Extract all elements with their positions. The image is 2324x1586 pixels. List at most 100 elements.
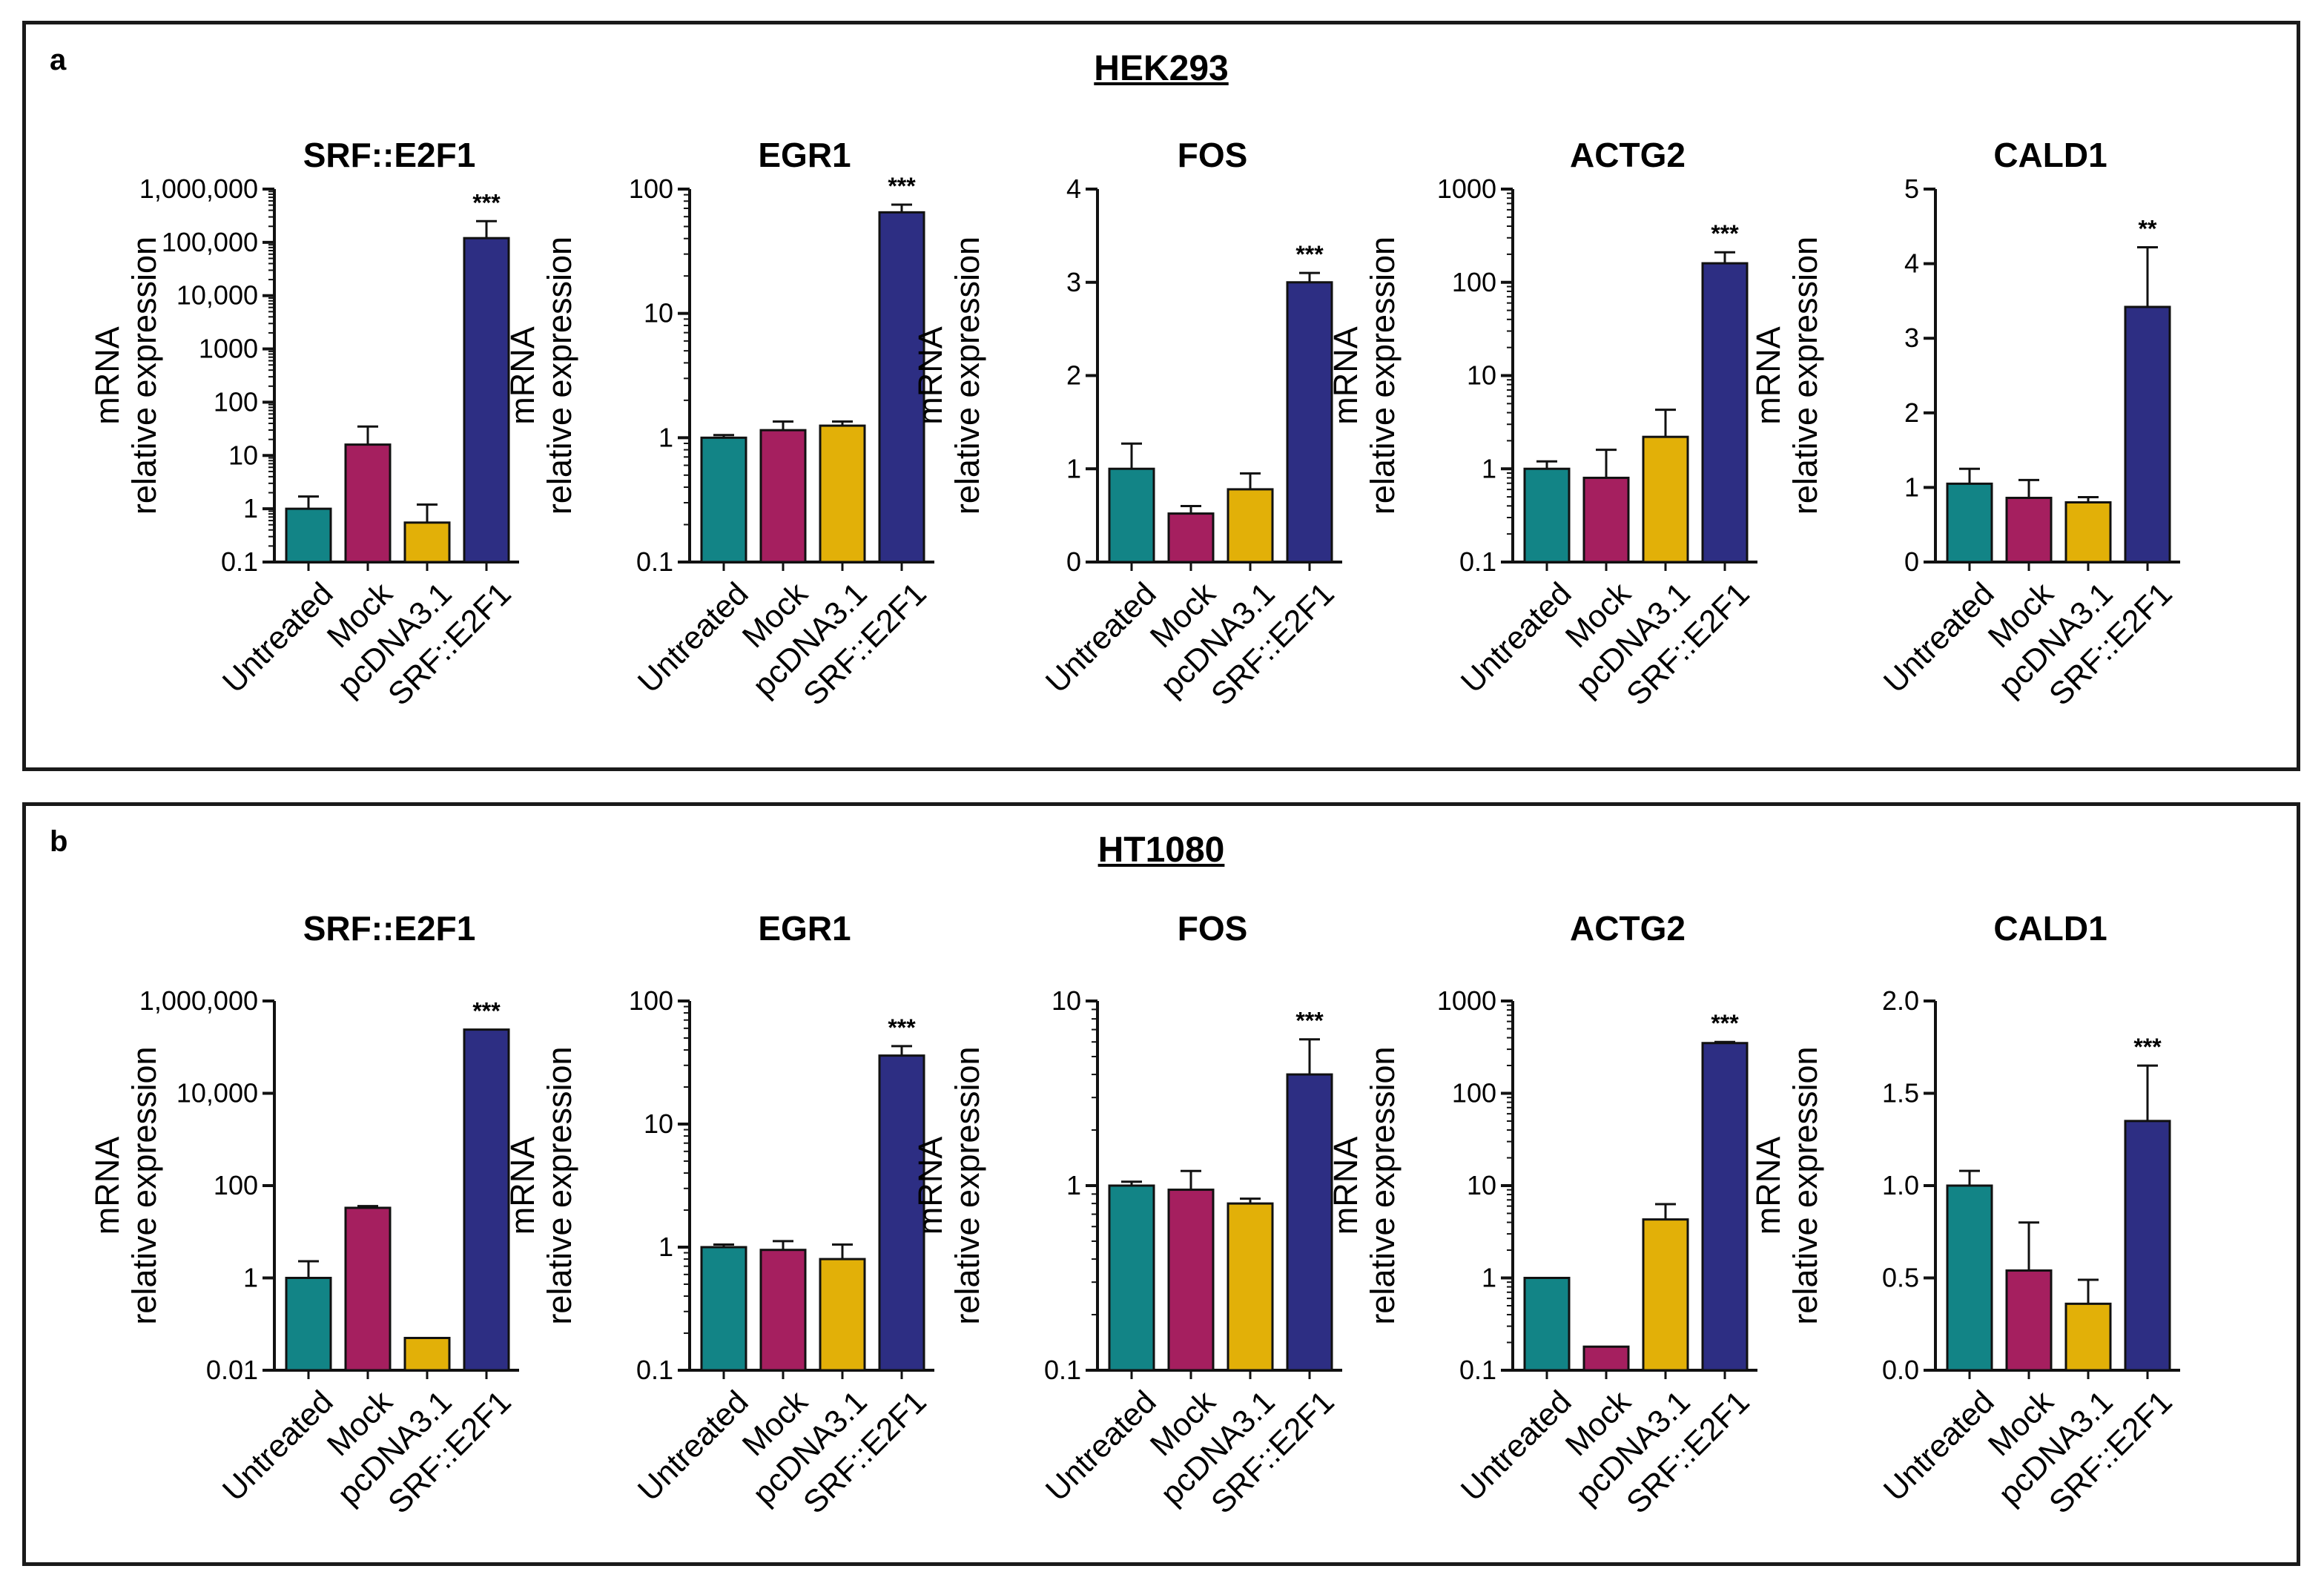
chart-b-egr1-significance-srf-e2f1: *** [888,1014,916,1041]
chart-a-srf-e2f1-title: SRF::E2F1 [303,136,476,174]
chart-a-srf-e2f1-y-axis-title: mRNArelative expression [88,237,163,515]
chart-a-egr1-significance-srf-e2f1: *** [888,173,916,199]
panel-letter-a: a [50,44,67,76]
chart-b-srf-e2f1-y-tick-label: 0.01 [206,1355,258,1385]
chart-b-egr1-y-axis-title-line2: relative expression [541,1046,578,1324]
chart-a-srf-e2f1-y-tick-label: 0.1 [221,546,258,577]
chart-b-fos-y-axis-title-line1: mRNA [911,1137,949,1235]
chart-a-cald1-bar-mock [2005,496,2053,564]
chart-a-fos-bar-pcdna3-1 [1227,488,1274,564]
chart-a-actg2-y-tick-label: 1 [1482,453,1496,483]
chart-a-actg2-x-label-untreated: Untreated [1454,576,1578,700]
chart-a-cald1-x-label-untreated: Untreated [1877,576,2001,700]
chart-b-actg2-y-axis-title-line2: relative expression [1364,1046,1402,1324]
chart-a-fos-bar-srf-e2f1 [1286,281,1333,564]
chart-a-actg2-y-axis-title-line1: mRNA [1327,326,1364,425]
chart-a-actg2-y-axis-title: mRNArelative expression [1327,237,1402,515]
chart-a-fos-title: FOS [1178,136,1248,174]
chart-b-srf-e2f1-bar-srf-e2f1 [463,1028,510,1372]
chart-b-srf-e2f1-significance-srf-e2f1: *** [472,998,501,1025]
chart-b-actg2-bar-srf-e2f1 [1701,1042,1749,1372]
chart-a-egr1-bar-pcdna3-1 [819,424,866,564]
chart-a-fos-x-label-untreated: Untreated [1039,576,1163,700]
chart-b-actg2-bar-pcdna3-1 [1642,1218,1689,1372]
chart-b-cald1-y-axis-title: mRNArelative expression [1749,1046,1824,1324]
chart-b-actg2-y-axis-title: mRNArelative expression [1327,1046,1402,1324]
chart-b-egr1-y-tick-label: 1 [658,1232,673,1262]
chart-b-fos-bar-untreated [1108,1184,1155,1372]
panel-b: b HT1080 [22,802,2300,1566]
chart-b-egr1-y-tick-label: 10 [644,1108,673,1139]
chart-a-egr1-bar-untreated [700,436,747,564]
chart-b-srf-e2f1-y-tick-label: 10,000 [176,1078,258,1108]
chart-a-fos-y-tick-label: 0 [1066,546,1081,577]
chart-a-srf-e2f1-y-axis-title-line2: relative expression [125,237,163,515]
chart-a-cald1-y-axis-title-line2: relative expression [1786,237,1824,515]
chart-a-fos-bar-untreated [1108,467,1155,564]
chart-a-fos-y-axis-title-line1: mRNA [911,326,949,425]
chart-a-egr1-bar-mock [759,429,807,564]
panel-title-hek293: HEK293 [1094,49,1229,88]
chart-a-egr1-y-tick-label: 10 [644,298,673,328]
chart-a-egr1-y-axis-title: mRNArelative expression [504,237,578,515]
chart-b-srf-e2f1-bar-pcdna3-1 [403,1336,451,1372]
chart-a-srf-e2f1-bar-srf-e2f1 [463,237,510,564]
chart-a-actg2-y-tick-label: 0.1 [1459,546,1496,577]
chart-a-srf-e2f1-bar-mock [344,443,392,564]
chart-a-srf-e2f1-y-tick-label: 10 [228,440,258,470]
chart-a-cald1-y-axis-title-line1: mRNA [1749,326,1787,425]
chart-a-actg2-y-tick-label: 100 [1452,267,1496,297]
chart-a-egr1-y-axis-title-line1: mRNA [504,326,541,425]
chart-a-cald1-y-tick-label: 3 [1904,323,1919,353]
chart-b-actg2-y-axis-title-line1: mRNA [1327,1137,1364,1235]
chart-b-actg2-bar-untreated [1523,1277,1571,1372]
chart-a-srf-e2f1-y-tick-label: 1000 [199,334,258,364]
panel-letter-b: b [50,825,68,858]
chart-a-cald1-title: CALD1 [1993,136,2107,174]
chart-b-cald1-bar-srf-e2f1 [2124,1120,2171,1372]
chart-b-cald1-y-tick-label: 1.0 [1882,1170,1919,1200]
chart-a-egr1-x-label-untreated: Untreated [631,576,755,700]
chart-b-egr1-y-tick-label: 100 [629,985,673,1016]
chart-b-fos-title: FOS [1178,909,1248,948]
chart-b-egr1-y-axis-title-line1: mRNA [504,1137,541,1235]
chart-b-actg2-x-label-untreated: Untreated [1454,1384,1578,1508]
chart-b-fos-y-tick-label: 10 [1052,985,1081,1016]
chart-a-srf-e2f1-y-tick-label: 100,000 [162,227,258,257]
chart-a-fos-y-tick-label: 1 [1066,453,1081,483]
chart-b-srf-e2f1-x-label-untreated: Untreated [216,1384,340,1508]
chart-b-cald1-bar-untreated [1946,1184,1993,1372]
chart-a-egr1-y-tick-label: 0.1 [636,546,673,577]
chart-b-srf-e2f1-bar-mock [344,1206,392,1372]
chart-a-cald1-bar-srf-e2f1 [2124,305,2171,564]
chart-a-fos-bar-mock [1167,512,1215,564]
chart-a-cald1-significance-srf-e2f1: ** [2139,215,2157,242]
chart-b-egr1-bar-pcdna3-1 [819,1258,866,1372]
chart-b-fos-bar-pcdna3-1 [1227,1202,1274,1372]
chart-b-cald1-y-tick-label: 0.0 [1882,1355,1919,1385]
chart-b-cald1-y-axis-title-line1: mRNA [1749,1137,1787,1235]
chart-a-fos-y-tick-label: 4 [1066,174,1081,204]
chart-a-srf-e2f1-bar-pcdna3-1 [403,521,451,564]
chart-a-cald1-y-axis-title: mRNArelative expression [1749,237,1824,515]
chart-a-fos-significance-srf-e2f1: *** [1295,241,1324,268]
chart-b-fos-y-tick-label: 0.1 [1044,1355,1081,1385]
panel-title-ht1080: HT1080 [1097,830,1225,870]
chart-b-srf-e2f1-y-axis-title-line2: relative expression [125,1046,163,1324]
chart-a-actg2-y-tick-label: 1000 [1437,174,1496,204]
chart-a-actg2-significance-srf-e2f1: *** [1711,220,1739,247]
chart-a-fos-y-axis-title: mRNArelative expression [911,237,986,515]
chart-a-cald1-y-tick-label: 4 [1904,248,1919,279]
chart-b-actg2-title: ACTG2 [1570,909,1686,948]
chart-a-srf-e2f1-y-tick-label: 10,000 [176,280,258,311]
chart-b-cald1-significance-srf-e2f1: *** [2133,1034,2162,1060]
chart-b-cald1-title: CALD1 [1993,909,2107,948]
panel-a: a HEK293 [22,21,2300,771]
chart-a-srf-e2f1-y-tick-label: 1,000,000 [139,174,258,204]
chart-a-actg2-title: ACTG2 [1570,136,1686,174]
chart-a-fos-y-tick-label: 3 [1066,267,1081,297]
chart-b-cald1-bar-pcdna3-1 [2064,1302,2112,1372]
chart-a-egr1-title: EGR1 [758,136,851,174]
chart-b-actg2-y-tick-label: 1 [1482,1263,1496,1293]
chart-b-fos-x-label-untreated: Untreated [1039,1384,1163,1508]
